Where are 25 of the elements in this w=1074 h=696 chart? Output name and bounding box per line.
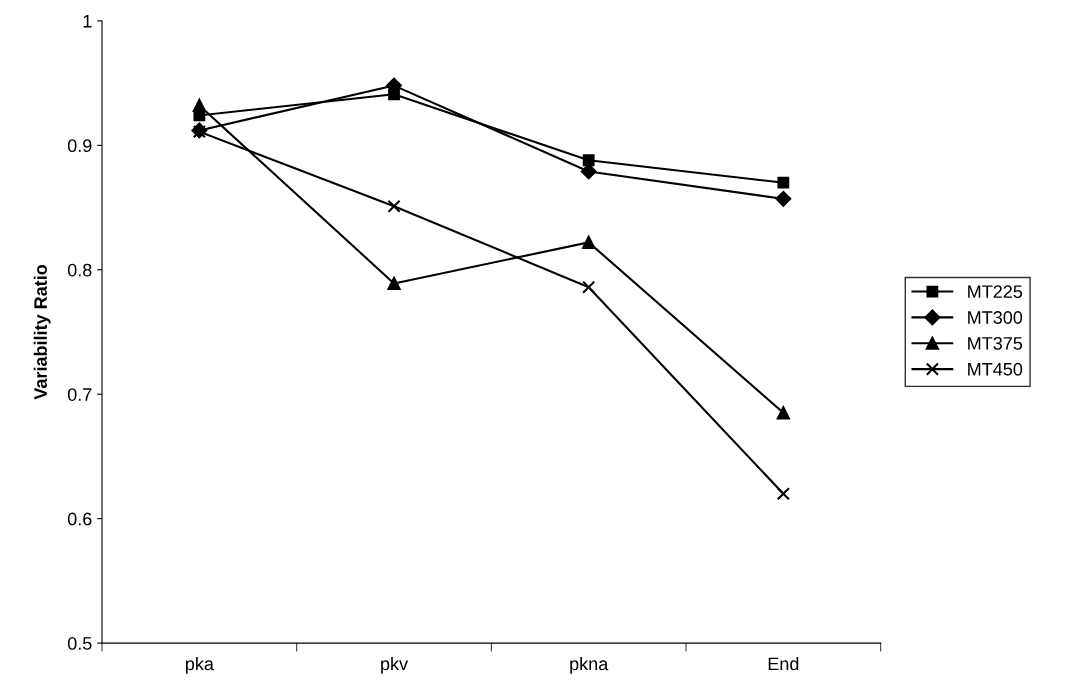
y-tick-label: 0.5 — [67, 637, 92, 650]
x-tick-label: pkna — [570, 656, 609, 674]
y-tick-label: 0.6 — [67, 512, 92, 526]
point — [775, 190, 792, 207]
y-tick-label: 0.7 — [67, 388, 92, 401]
point — [582, 280, 596, 294]
point — [192, 98, 206, 113]
legend-label: MT450 — [968, 362, 1023, 376]
point — [777, 176, 790, 189]
legend-label: MT300 — [968, 311, 1023, 324]
legend-label: MT225 — [968, 285, 1023, 299]
point — [387, 276, 401, 291]
point — [582, 235, 596, 249]
y-tick-label: 1 — [83, 15, 92, 28]
point — [387, 199, 401, 213]
x-tick-label: pkv — [381, 656, 409, 674]
point — [776, 406, 790, 420]
y-axis-title: Variability Ratio — [33, 264, 51, 400]
x-tick-label: End — [768, 656, 799, 671]
legend-label: MT375 — [968, 336, 1023, 350]
y-tick-label: 0.9 — [67, 139, 92, 153]
point — [582, 154, 595, 167]
x-tick-label: pka — [185, 656, 214, 674]
point — [776, 487, 790, 501]
y-tick-label: 0.8 — [67, 263, 92, 277]
